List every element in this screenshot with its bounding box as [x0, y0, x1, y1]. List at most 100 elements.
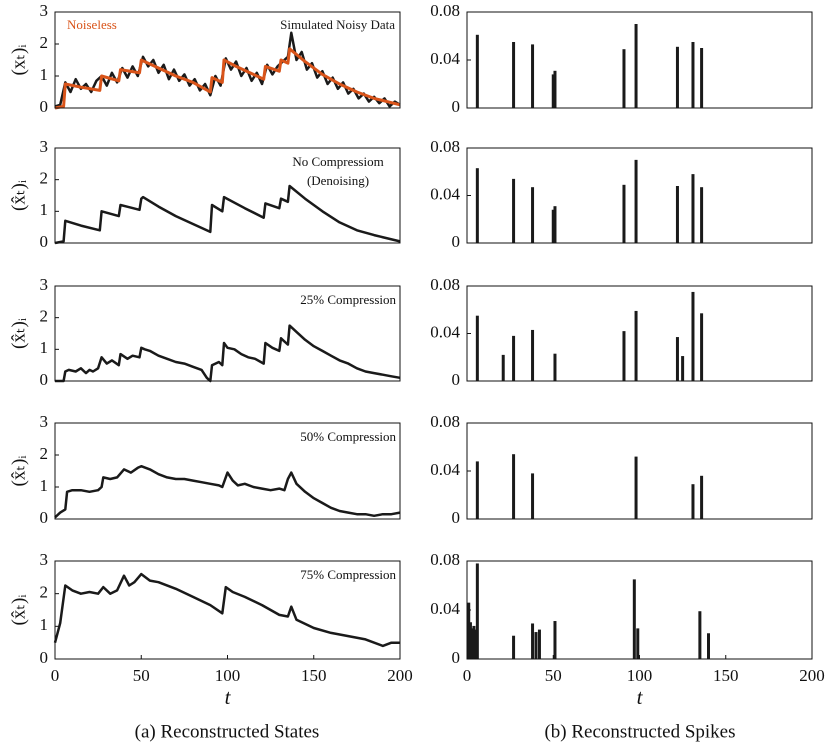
data-line	[54, 31, 401, 108]
data-line	[53, 572, 400, 648]
legend-entry: Simulated Noisy Data	[280, 17, 395, 32]
x-tick-label: 50	[133, 666, 150, 685]
y-axis-label: (x̂ₜ)ᵢ	[8, 595, 29, 626]
x-axis-label: t	[637, 685, 644, 709]
spike-bar	[531, 329, 535, 381]
x-tick-label: 200	[387, 666, 413, 685]
spike-bar	[475, 563, 479, 659]
spike-bar	[622, 49, 626, 108]
x-tick-label: 150	[301, 666, 327, 685]
spike-bar	[622, 331, 626, 381]
plot-frame	[466, 560, 813, 660]
spike-bar	[691, 484, 695, 519]
spike-bar	[675, 46, 679, 108]
spike-bar	[475, 168, 479, 243]
y-tick-label: 2	[40, 307, 49, 326]
data-line	[54, 464, 401, 519]
y-axis-label: (x̂ₜ)ᵢ	[8, 180, 29, 211]
spike-bar	[691, 174, 695, 243]
x-axis-label: t	[225, 685, 232, 709]
y-tick-label: 2	[40, 444, 49, 463]
plot-frame	[54, 285, 401, 382]
x-tick-label: 200	[799, 666, 825, 685]
y-tick-label: 0	[452, 648, 461, 667]
data-line	[54, 184, 401, 245]
annotation: No Compressiom	[292, 154, 383, 169]
y-tick-label: 0	[40, 370, 49, 389]
x-tick-label: 50	[545, 666, 562, 685]
spike-bar	[553, 621, 557, 659]
spike-bar	[537, 629, 541, 659]
y-tick-label: 1	[40, 338, 49, 357]
spike-bar	[551, 74, 555, 108]
spike-bar	[681, 356, 685, 381]
plot-frame	[54, 422, 401, 520]
plot-frame	[466, 11, 813, 109]
y-tick-label: 0	[40, 508, 49, 527]
spike-bar	[531, 187, 535, 243]
x-tick-label: 0	[51, 666, 60, 685]
annotation: 75% Compression	[300, 567, 396, 582]
y-tick-label: 0	[452, 370, 461, 389]
spike-bar	[634, 24, 638, 108]
y-tick-label: 0	[452, 508, 461, 527]
spike-bar	[634, 159, 638, 243]
y-tick-label: 0.04	[430, 49, 460, 68]
y-tick-label: 2	[40, 33, 49, 52]
spike-bar	[501, 354, 505, 381]
y-tick-label: 0.08	[430, 412, 460, 431]
spike-bar	[472, 625, 476, 659]
plot-frame	[466, 422, 813, 520]
spike-bar	[512, 454, 516, 519]
spike-bar	[512, 335, 516, 381]
spike-bar	[512, 42, 516, 108]
spike-bar	[700, 48, 704, 108]
caption: (b) Reconstructed Spikes	[544, 721, 735, 742]
spike-bar	[531, 44, 535, 108]
spike-bar	[700, 313, 704, 381]
spike-bar	[691, 291, 695, 381]
spike-bar	[634, 456, 638, 519]
x-tick-label: 100	[627, 666, 653, 685]
spike-bar	[636, 628, 640, 659]
spike-bar	[700, 187, 704, 243]
y-tick-label: 3	[40, 275, 49, 294]
y-tick-label: 2	[40, 583, 49, 602]
spike-bar	[553, 206, 557, 243]
data-line	[54, 47, 401, 110]
y-tick-label: 3	[40, 550, 49, 569]
x-tick-label: 150	[713, 666, 739, 685]
y-axis-label: (x̂ₜ)ᵢ	[8, 318, 29, 349]
y-tick-label: 0.04	[430, 599, 460, 618]
spike-bar	[534, 632, 538, 659]
y-tick-label: 0	[452, 97, 461, 116]
annotation: 25% Compression	[300, 292, 396, 307]
y-tick-label: 0.08	[430, 550, 460, 569]
y-tick-label: 0.08	[430, 137, 460, 156]
plot-frame	[54, 147, 401, 244]
spike-bar	[553, 353, 557, 381]
x-tick-label: 100	[215, 666, 241, 685]
spike-bar	[475, 461, 479, 519]
spike-bar	[700, 475, 704, 519]
y-tick-label: 0.04	[430, 322, 460, 341]
y-tick-label: 0.08	[430, 1, 460, 20]
y-tick-label: 0	[40, 648, 49, 667]
spike-bar	[474, 629, 478, 659]
y-tick-label: 0	[40, 232, 49, 251]
y-tick-label: 1	[40, 615, 49, 634]
spike-bar	[634, 310, 638, 381]
y-tick-label: 3	[40, 412, 49, 431]
spike-bar	[467, 602, 471, 659]
spike-bar	[675, 186, 679, 243]
y-tick-label: 0.08	[430, 275, 460, 294]
y-axis-label: (xₜ)ᵢ	[8, 45, 29, 76]
plot-frame	[54, 560, 401, 660]
spike-bar	[531, 473, 535, 519]
spike-bar	[512, 635, 516, 659]
spike-bar	[475, 315, 479, 381]
plot-frame	[466, 147, 813, 244]
y-tick-label: 0.04	[430, 184, 460, 203]
plot-frame	[54, 11, 401, 109]
